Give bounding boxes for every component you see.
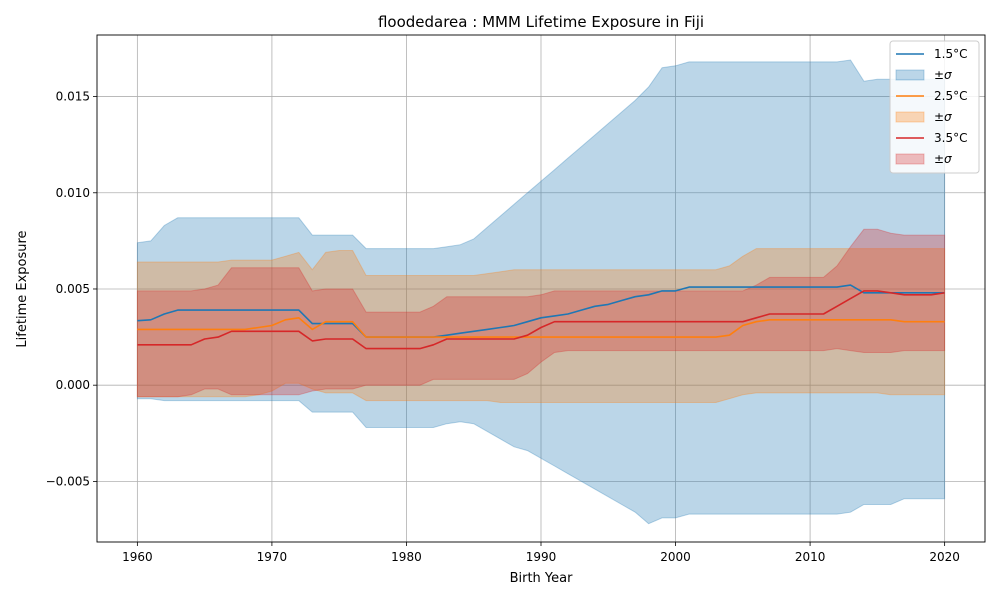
x-tick-label: 1960 xyxy=(122,550,153,564)
y-tick-label: 0.005 xyxy=(56,282,90,296)
legend-band-swatch xyxy=(895,111,925,123)
legend-label: ±σ xyxy=(934,68,952,82)
mean-lines xyxy=(137,284,945,350)
mean-line-2 xyxy=(137,290,945,350)
x-tick-label: 2020 xyxy=(929,550,960,564)
x-tick-label: 1980 xyxy=(391,550,422,564)
x-axis-label: Birth Year xyxy=(510,571,574,586)
mean-line-0 xyxy=(137,284,945,338)
y-axis-label: Lifetime Exposure xyxy=(15,230,30,347)
legend: 1.5°C ±σ 2.5°C ±σ 3.5°C ±σ xyxy=(889,40,980,174)
y-tick-label: 0.015 xyxy=(56,90,90,104)
x-tick-label: 2000 xyxy=(660,550,691,564)
legend-label: 3.5°C xyxy=(934,131,967,145)
legend-label: ±σ xyxy=(934,110,952,124)
mean-line-1 xyxy=(137,316,945,338)
x-tick-label: 2010 xyxy=(795,550,826,564)
legend-label: 1.5°C xyxy=(934,47,967,61)
legend-box xyxy=(889,40,980,174)
chart-title: floodedarea : MMM Lifetime Exposure in F… xyxy=(378,13,704,31)
legend-band-swatch xyxy=(895,69,925,81)
legend-label: 2.5°C xyxy=(934,89,967,103)
y-tick-label: 0.010 xyxy=(56,186,90,200)
grid xyxy=(97,35,985,542)
legend-label: ±σ xyxy=(934,152,952,166)
std-band-0 xyxy=(136,59,946,525)
std-band-2 xyxy=(136,228,946,398)
legend-band-swatch xyxy=(895,153,925,165)
x-tick-label: 1970 xyxy=(257,550,288,564)
y-tick-label: −0.005 xyxy=(46,474,90,488)
y-axis-ticks: −0.005 0.000 0.005 0.010 0.015 xyxy=(46,90,97,488)
y-tick-label: 0.000 xyxy=(56,378,90,392)
x-axis-ticks: 1960 1970 1980 1990 2000 2010 2020 xyxy=(122,542,960,564)
x-tick-label: 1990 xyxy=(526,550,557,564)
